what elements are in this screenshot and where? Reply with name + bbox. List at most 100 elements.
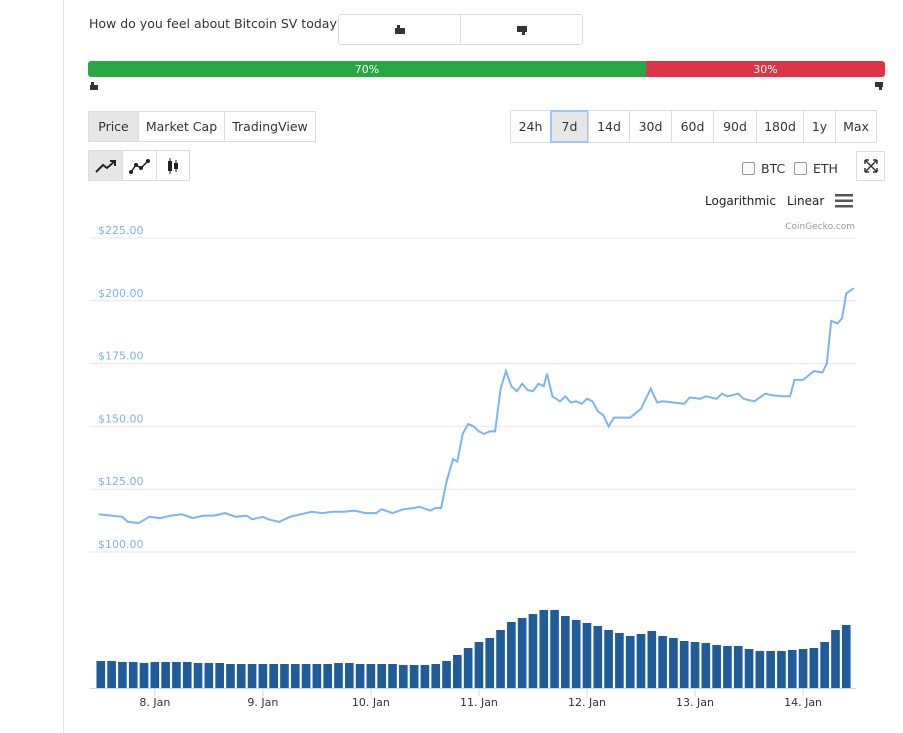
points-icon	[128, 158, 150, 174]
volume-bar	[215, 663, 224, 688]
volume-bar	[604, 630, 613, 688]
volume-bar	[669, 638, 678, 688]
ohlc-line-button[interactable]	[122, 150, 157, 181]
volume-bar	[690, 642, 700, 688]
volume-bar	[723, 646, 732, 688]
volume-bar	[550, 610, 559, 688]
checkbox[interactable]	[794, 162, 807, 175]
divider	[63, 0, 64, 733]
range-button[interactable]: Max	[835, 110, 877, 143]
y-tick-label: $200.00	[98, 287, 144, 300]
vote-up[interactable]	[338, 14, 461, 45]
volume-bar	[463, 648, 473, 688]
volume-bar	[507, 622, 516, 688]
thumb-down-icon	[516, 25, 527, 35]
volume-bar	[679, 641, 689, 688]
thumb-up-icon	[394, 24, 405, 34]
volume-bar	[334, 663, 343, 688]
volume-bar	[442, 661, 451, 688]
volume-bar	[128, 662, 138, 688]
sentiment-question: How do you feel about Bitcoin SV today?	[89, 16, 344, 31]
volume-bar	[409, 665, 419, 688]
volume-bar	[625, 636, 635, 688]
compare-label: BTC	[761, 161, 786, 176]
menu-icon[interactable]	[835, 194, 853, 208]
volume-bar	[388, 664, 397, 688]
thumb-up-small	[90, 82, 98, 90]
volume-bar	[366, 664, 376, 688]
volume-bar	[820, 642, 829, 688]
volume-bar	[301, 664, 311, 688]
volume-bar	[755, 651, 765, 688]
volume-bar	[517, 618, 527, 688]
expand-icon	[863, 159, 878, 173]
bearish-bar: 30%	[645, 61, 885, 77]
volume-bar	[777, 651, 786, 688]
range-button[interactable]: 30d	[629, 110, 672, 143]
scale-option[interactable]: Linear	[787, 194, 825, 208]
volume-bar	[420, 665, 430, 688]
checkbox[interactable]	[742, 162, 755, 175]
volume-bar	[744, 649, 754, 688]
price-line	[98, 287, 855, 525]
volume-bar	[280, 664, 289, 688]
volume-bar	[701, 643, 711, 688]
range-button[interactable]: 14d	[588, 110, 630, 143]
volume-bar	[269, 664, 278, 688]
sentiment-bar: 70% 30%	[88, 61, 885, 77]
volume-bar	[344, 663, 354, 688]
volume-bar	[139, 663, 149, 688]
x-tick-label: 9. Jan	[247, 696, 278, 709]
volume-bar	[636, 634, 646, 688]
volume-bar	[647, 631, 657, 688]
tab[interactable]: Price	[88, 111, 139, 142]
x-tick-label: 14. Jan	[784, 696, 822, 709]
volume-bar	[161, 662, 170, 688]
volume-bar	[831, 630, 840, 688]
y-tick-label: $150.00	[98, 412, 144, 425]
volume-bar	[766, 651, 775, 688]
credit: CoinGecko.com	[785, 222, 855, 232]
y-tick-label: $175.00	[98, 350, 144, 363]
volume-bar	[658, 636, 667, 688]
range-button[interactable]: 24h	[510, 110, 551, 143]
range-button[interactable]: 90d	[713, 110, 757, 143]
volume-bar	[712, 645, 721, 688]
fullscreen-button[interactable]	[856, 151, 885, 181]
volume-bar	[453, 655, 462, 688]
volume-bar	[236, 664, 246, 688]
volume-bar	[615, 633, 624, 688]
volume-bar	[539, 610, 549, 688]
range-button[interactable]: 180d	[756, 110, 804, 143]
volume-bar	[561, 616, 570, 688]
volume-bar	[96, 661, 106, 688]
volume-bar	[571, 620, 581, 688]
bullish-bar: 70%	[88, 61, 646, 77]
x-tick-label: 11. Jan	[460, 696, 498, 709]
candlestick-button[interactable]	[156, 150, 190, 181]
volume-bar	[258, 664, 268, 688]
tab[interactable]: Market Cap	[138, 111, 225, 142]
volume-bar	[182, 662, 192, 688]
x-tick-label: 10. Jan	[352, 696, 390, 709]
tab[interactable]: TradingView	[224, 111, 316, 142]
volume-bar	[787, 650, 797, 688]
line-icon	[94, 159, 116, 173]
y-tick-label: $125.00	[98, 475, 144, 488]
scale-option[interactable]: Logarithmic	[705, 194, 776, 208]
volume-bar	[107, 661, 116, 688]
vote-down[interactable]	[460, 14, 583, 45]
volume-bar	[312, 664, 322, 688]
volume-bar	[528, 614, 538, 688]
x-tick-label: 8. Jan	[139, 696, 170, 709]
volume-bar	[582, 623, 592, 688]
candle-icon	[168, 157, 178, 174]
volume-bar	[323, 664, 333, 688]
volume-bar	[118, 662, 127, 688]
volume-bar	[798, 649, 808, 688]
volume-bar	[247, 664, 257, 688]
volume-bar	[398, 665, 408, 688]
volume-bar	[377, 664, 387, 688]
